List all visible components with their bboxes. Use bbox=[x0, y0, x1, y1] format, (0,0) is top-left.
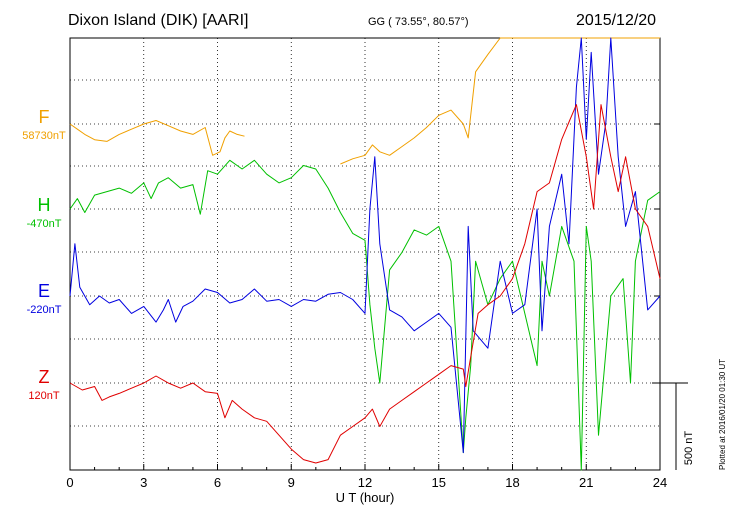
x-axis-label: U T (hour) bbox=[336, 490, 395, 505]
series-baseline-H: -470nT bbox=[26, 218, 62, 230]
series-line-F-1 bbox=[340, 37, 660, 165]
x-tick-label-15: 15 bbox=[432, 475, 446, 490]
series-label-E: E -220nT bbox=[14, 282, 74, 317]
series-baseline-E: -220nT bbox=[26, 304, 62, 316]
geographic-coordinates: GG ( 73.55°, 80.57°) bbox=[368, 16, 469, 28]
series-label-F: F 58730nT bbox=[14, 108, 74, 143]
series-name-H: H bbox=[37, 195, 51, 215]
chart-date: 2015/12/20 bbox=[576, 12, 657, 29]
series-line-Z bbox=[69, 104, 661, 464]
x-tick-label-12: 12 bbox=[358, 475, 372, 490]
x-axis-ticks: 0 3 6 9 12 15 18 21 24 bbox=[66, 464, 667, 490]
x-tick-label-18: 18 bbox=[505, 475, 519, 490]
x-tick-label-3: 3 bbox=[140, 475, 147, 490]
series-line-F-0 bbox=[69, 120, 245, 156]
plotted-timestamp: Plotted at 2016/01/20 01:30 UT bbox=[718, 358, 727, 470]
grid-lines bbox=[70, 38, 660, 470]
x-tick-label-24: 24 bbox=[653, 475, 667, 490]
series-name-F: F bbox=[38, 107, 50, 127]
x-tick-label-21: 21 bbox=[579, 475, 593, 490]
series-line-H bbox=[69, 159, 661, 471]
series-name-Z: Z bbox=[38, 367, 50, 387]
series-baseline-F: 58730nT bbox=[22, 130, 66, 142]
series-label-Z: Z 120nT bbox=[14, 368, 74, 403]
series-baseline-Z: 120nT bbox=[28, 390, 60, 402]
station-title: Dixon Island (DIK) [AARI] bbox=[68, 12, 249, 29]
x-tick-label-6: 6 bbox=[214, 475, 221, 490]
scale-bar-label: 500 nT bbox=[683, 431, 695, 466]
series-name-E: E bbox=[37, 281, 50, 301]
series-label-H: H -470nT bbox=[14, 196, 74, 231]
x-tick-label-0: 0 bbox=[66, 475, 73, 490]
series-lines bbox=[69, 37, 661, 471]
x-tick-label-9: 9 bbox=[288, 475, 295, 490]
scale-bar: 500 nT bbox=[652, 382, 695, 470]
series-line-E bbox=[69, 37, 661, 454]
